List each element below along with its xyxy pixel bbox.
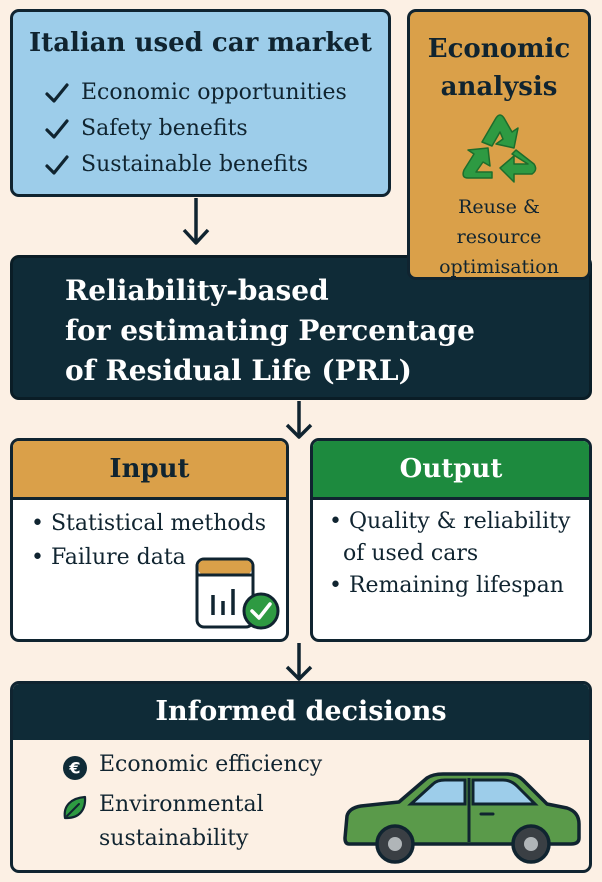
decisions-header: Informed decisions <box>13 684 589 740</box>
input-item-label: Failure data <box>50 545 186 570</box>
decisions-item-environmental: Environmental <box>99 792 264 817</box>
market-item-label: Safety benefits <box>81 116 248 141</box>
output-item-label: of used cars <box>343 541 479 566</box>
economic-sub-line-1: Reuse & <box>458 196 540 218</box>
economic-title-line-2: analysis <box>440 72 558 102</box>
decisions-box: Informed decisions € Economic efficiency… <box>10 681 592 873</box>
economic-title: Economic analysis <box>410 30 588 106</box>
output-box: Output • Quality & reliability of used c… <box>310 438 592 642</box>
check-icon <box>45 118 69 139</box>
input-item-statistical: • Statistical methods <box>31 511 266 536</box>
decisions-title: Informed decisions <box>155 696 447 727</box>
reliability-line-2: for estimating Percentage <box>65 314 475 347</box>
input-item-failure: • Failure data <box>31 545 186 570</box>
reliability-line-1: Reliability-based <box>65 274 329 307</box>
arrow-down-icon <box>182 198 210 245</box>
car-icon <box>343 772 581 864</box>
input-box: Input • Statistical methods • Failure da… <box>10 438 289 642</box>
market-item-sustainable: Sustainable benefits <box>45 152 308 177</box>
euro-icon: € <box>63 756 87 780</box>
check-icon <box>45 154 69 175</box>
bullet-icon: • <box>329 509 342 534</box>
bullet-icon: • <box>31 511 44 536</box>
market-item-label: Economic opportunities <box>81 80 347 105</box>
output-header: Output <box>313 441 589 500</box>
market-title: Italian used car market <box>29 28 372 58</box>
market-item-economic: Economic opportunities <box>45 80 347 105</box>
input-title: Input <box>109 454 190 484</box>
output-title: Output <box>399 454 503 484</box>
output-item-quality: • Quality & reliability <box>329 509 570 534</box>
output-item-label: Remaining lifespan <box>348 573 564 598</box>
check-icon <box>45 82 69 103</box>
economic-analysis-box: Economic analysis Reuse & resource optim… <box>407 9 591 280</box>
economic-title-line-1: Economic <box>427 34 571 64</box>
output-item-quality-cont: of used cars <box>343 541 478 566</box>
market-box: Italian used car market Economic opportu… <box>10 9 391 197</box>
market-item-label: Sustainable benefits <box>81 152 309 177</box>
market-item-safety: Safety benefits <box>45 116 248 141</box>
economic-sub-line-3: optimisation <box>439 256 559 278</box>
economic-sub-line-2: resource <box>456 226 542 248</box>
output-item-label: Quality & reliability <box>348 509 571 534</box>
bullet-icon: • <box>31 545 44 570</box>
decisions-item-environmental-cont: sustainability <box>99 826 249 851</box>
chart-check-icon <box>195 557 280 630</box>
leaf-icon <box>63 795 87 820</box>
input-header: Input <box>13 441 286 500</box>
svg-text:€: € <box>68 759 80 778</box>
arrow-down-icon <box>285 401 313 439</box>
output-item-lifespan: • Remaining lifespan <box>329 573 564 598</box>
input-item-label: Statistical methods <box>50 511 267 536</box>
reliability-line-3: of Residual Life (PRL) <box>65 354 412 387</box>
arrow-down-icon <box>285 643 313 681</box>
decisions-item-economic: Economic efficiency <box>99 752 323 777</box>
economic-subtitle: Reuse & resource optimisation <box>410 192 588 282</box>
recycle-icon <box>462 114 537 183</box>
bullet-icon: • <box>329 573 342 598</box>
